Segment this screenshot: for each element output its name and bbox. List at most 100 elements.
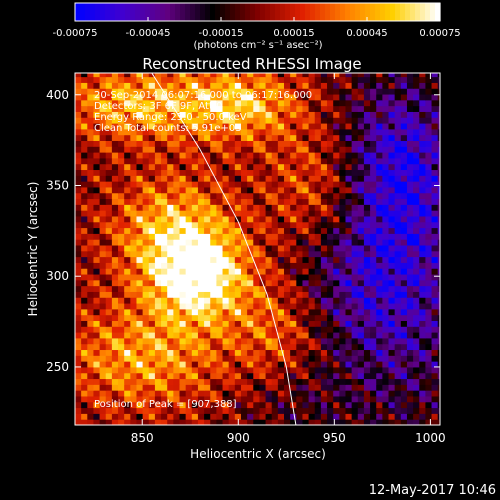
heatmap-cell [357,163,365,171]
heatmap-cell [191,215,199,223]
heatmap-cell [302,401,310,409]
heatmap-cell [105,337,113,345]
heatmap-cell [216,268,224,275]
heatmap-cell [431,349,439,356]
heatmap-cell [339,123,346,130]
heatmap-cell [228,245,236,252]
heatmap-cell [204,175,211,182]
heatmap-cell [339,128,346,136]
heatmap-cell [173,384,181,391]
heatmap-cell [75,366,82,374]
heatmap-cell [136,297,144,304]
heatmap-cell [265,332,273,339]
heatmap-cell [400,303,408,310]
heatmap-cell [142,262,150,269]
heatmap-cell [161,355,168,362]
heatmap-cell [388,268,396,275]
heatmap-cell [425,256,433,263]
heatmap-cell [240,268,248,275]
heatmap-cell [99,198,107,205]
heatmap-cell [406,401,414,409]
heatmap-cell [154,384,162,391]
heatmap-cell [400,204,408,211]
heatmap-cell [81,337,88,345]
heatmap-cell [228,308,236,316]
heatmap-cell [99,343,107,351]
heatmap-cell [357,337,365,345]
heatmap-cell [327,332,334,339]
heatmap-cell [382,337,390,345]
heatmap-cell [431,233,439,240]
heatmap-cell [413,105,420,112]
heatmap-cell [376,239,383,246]
heatmap-cell [382,279,390,287]
heatmap-cell [284,308,291,316]
heatmap-cell [333,111,340,118]
heatmap-cell [216,413,224,420]
heatmap-cell [240,157,248,165]
heatmap-cell [431,361,439,368]
colorbar-segment [360,3,366,21]
heatmap-cell [75,157,82,165]
heatmap-cell [173,94,181,101]
heatmap-cell [431,419,439,426]
heatmap-cell [161,407,168,414]
heatmap-cell [142,320,150,327]
heatmap-cell [99,337,107,345]
heatmap-cell [130,256,137,263]
heatmap-cell [351,215,359,223]
heatmap-cell [314,105,322,112]
heatmap-cell [413,163,420,171]
colorbar-segment [430,3,436,21]
heatmap-cell [75,192,82,200]
heatmap-cell [191,245,199,252]
heatmap-cell [118,250,125,258]
heatmap-cell [345,169,353,176]
heatmap-cells [75,73,441,426]
heatmap-cell [161,76,168,83]
heatmap-cell [154,274,162,281]
heatmap-cell [247,73,254,78]
heatmap-cell [228,407,236,414]
heatmap-cell [118,146,125,153]
heatmap-cell [136,407,144,414]
heatmap-cell [148,227,156,234]
heatmap-cell [75,407,82,414]
heatmap-cell [363,419,371,426]
heatmap-cell [136,390,144,397]
heatmap-cell [382,117,390,124]
heatmap-cell [290,99,297,107]
heatmap-cell [400,192,408,200]
heatmap-cell [357,221,365,229]
heatmap-cell [394,210,402,217]
heatmap-cell [320,221,328,229]
heatmap-cell [351,117,359,124]
heatmap-cell [167,303,174,310]
heatmap-cell [419,134,426,141]
heatmap-cell [394,361,402,368]
heatmap-cell [277,210,285,217]
heatmap-cell [259,245,267,252]
heatmap-cell [216,274,224,281]
heatmap-cell [400,134,408,141]
heatmap-cell [394,262,402,269]
heatmap-cell [247,175,254,182]
heatmap-cell [345,181,353,188]
heatmap-cell [333,94,340,101]
heatmap-cell [277,128,285,136]
heatmap-cell [382,146,390,153]
colorbar-segment [395,3,401,21]
heatmap-cell [210,134,217,141]
heatmap-cell [388,262,396,269]
heatmap-cell [308,146,316,153]
heatmap-cell [93,221,101,229]
heatmap-cell [271,361,279,368]
heatmap-cell [382,384,390,391]
heatmap-cell [363,181,371,188]
heatmap-cell [357,157,365,165]
heatmap-cell [333,233,340,240]
heatmap-cell [394,239,402,246]
heatmap-cell [148,303,156,310]
heatmap-cell [271,326,279,333]
heatmap-cell [400,355,408,362]
